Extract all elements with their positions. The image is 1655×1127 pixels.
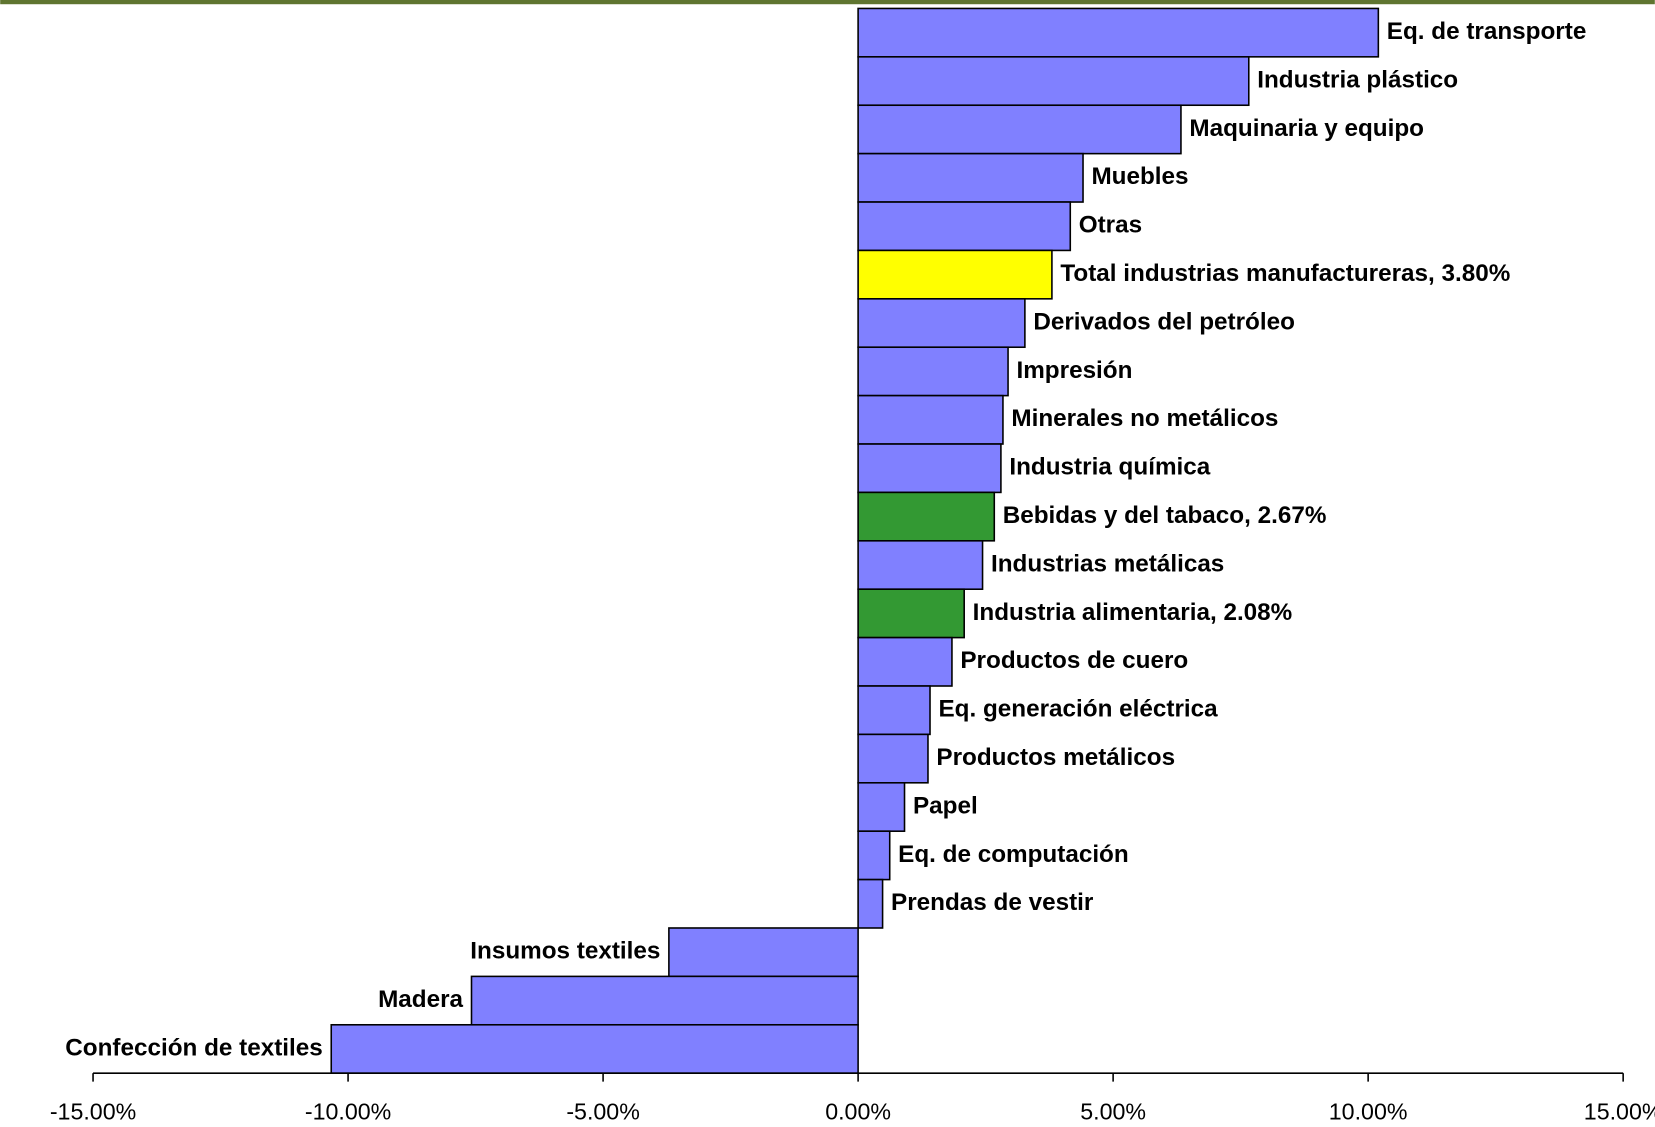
bar xyxy=(857,733,929,784)
bar xyxy=(857,491,996,542)
x-tick-label: 5.00% xyxy=(1080,1098,1146,1124)
bar xyxy=(857,540,984,591)
bar-label: Industria alimentaria, 2.08% xyxy=(973,599,1293,626)
bar xyxy=(857,636,953,687)
x-tick-label: 0.00% xyxy=(825,1098,891,1124)
bar xyxy=(857,201,1072,252)
bar-label: Papel xyxy=(913,792,978,819)
bar-label: Muebles xyxy=(1091,163,1188,190)
bar-label: Bebidas y del tabaco, 2.67% xyxy=(1003,502,1327,529)
bar xyxy=(857,588,965,639)
bar xyxy=(857,7,1380,58)
bar-label: Confección de textiles xyxy=(65,1034,323,1061)
bar-label: Derivados del petróleo xyxy=(1033,308,1295,335)
bar-label: Industria plástico xyxy=(1257,66,1458,93)
bar-label: Eq. generación eléctrica xyxy=(938,696,1218,723)
bar xyxy=(857,56,1250,107)
bar xyxy=(668,927,859,978)
bar xyxy=(857,878,884,929)
x-tick-label: 10.00% xyxy=(1329,1098,1408,1124)
bar-label: Eq. de computación xyxy=(898,841,1129,868)
bar xyxy=(857,346,1009,397)
bar-label: Minerales no metálicos xyxy=(1011,405,1278,432)
bar xyxy=(470,975,859,1026)
bar-label: Eq. de transporte xyxy=(1387,18,1587,45)
bar-label: Productos de cuero xyxy=(960,647,1188,674)
x-tick-label: -15.00% xyxy=(50,1098,136,1124)
bar xyxy=(857,394,1004,445)
bar-label: Productos metálicos xyxy=(936,744,1175,771)
bar-label: Impresión xyxy=(1016,357,1132,384)
x-tick-label: -10.00% xyxy=(305,1098,391,1124)
bar xyxy=(857,104,1182,155)
bar xyxy=(857,685,931,736)
bar xyxy=(857,152,1084,203)
bar xyxy=(857,782,906,832)
bar-label: Industrias metálicas xyxy=(991,550,1224,577)
bar-label: Madera xyxy=(378,986,463,1013)
top-rule xyxy=(0,0,1655,5)
x-tick-label: -5.00% xyxy=(566,1098,640,1124)
bar xyxy=(330,1023,859,1074)
bar xyxy=(857,298,1026,349)
bar-label: Otras xyxy=(1079,212,1142,239)
bar-label: Prendas de vestir xyxy=(891,889,1094,916)
bar xyxy=(857,249,1053,300)
bar xyxy=(857,830,891,881)
bar-label: Total industrias manufactureras, 3.80% xyxy=(1060,260,1510,287)
bar-label: Insumos textiles xyxy=(470,938,660,965)
x-tick-label: 15.00% xyxy=(1584,1098,1655,1124)
bar xyxy=(857,443,1002,494)
bar-label: Industria química xyxy=(1009,454,1210,481)
bar-label: Maquinaria y equipo xyxy=(1189,115,1424,142)
